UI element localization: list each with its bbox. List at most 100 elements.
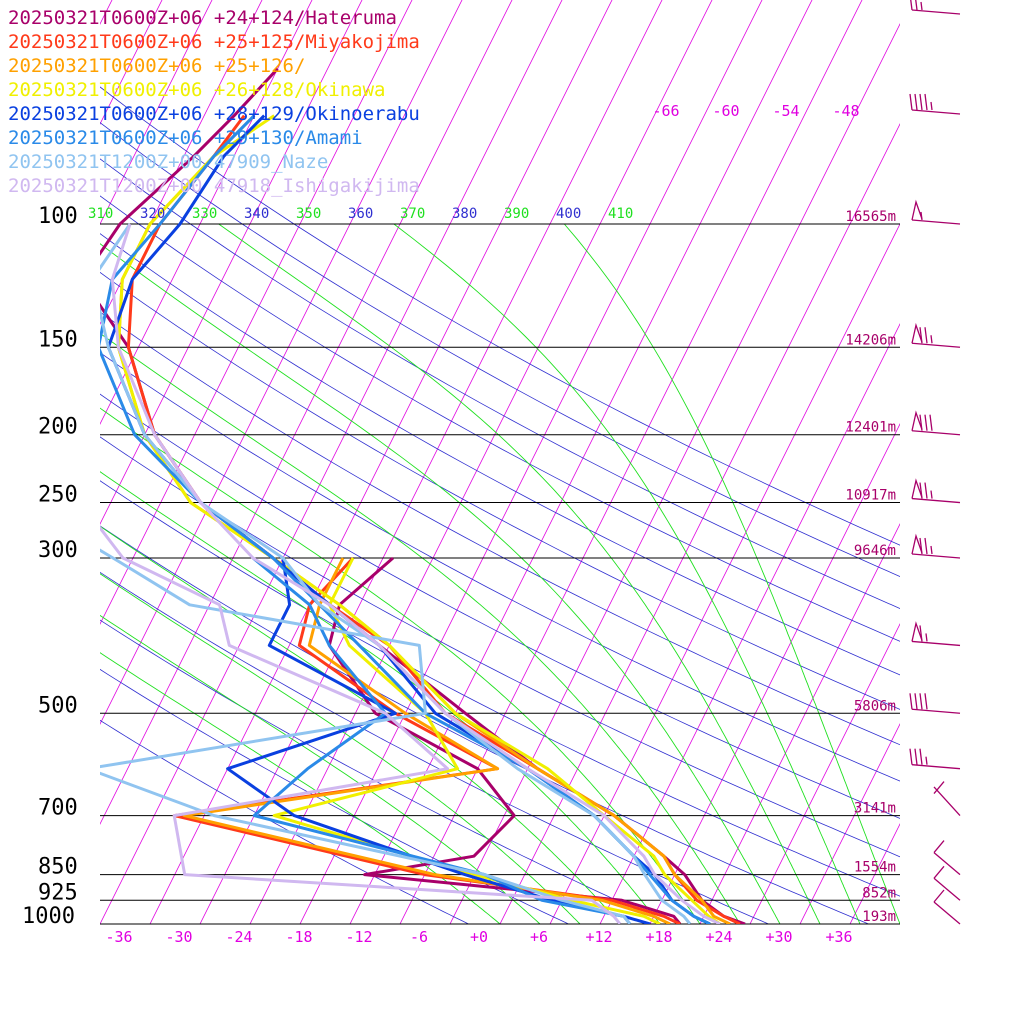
isotherm-line: [100, 0, 163, 125]
wind-barb: [911, 322, 961, 348]
barb-full-feather: [914, 693, 918, 710]
barb-full-feather: [924, 327, 928, 344]
barb-staff: [933, 901, 961, 925]
legend-entry: 20250321T1200Z+00 47918_Ishigakijima: [8, 175, 420, 197]
wind-barb: [910, 0, 961, 15]
height-label: 9646m: [854, 543, 896, 559]
theta-label: 410: [608, 206, 633, 222]
theta-label: 380: [452, 206, 477, 222]
barb-staff: [911, 764, 961, 770]
isotherm-line: [699, 523, 900, 924]
barb-staff: [911, 109, 961, 115]
barb-staff: [911, 9, 961, 15]
wind-barb: [933, 865, 961, 901]
dewpoint-profile-line: [182, 557, 671, 924]
dry-adiabat-line: [100, 480, 900, 897]
dry-adiabat-line: [100, 719, 469, 924]
dewpoint-profile-line: [327, 556, 682, 924]
barb-half-feather: [930, 490, 933, 499]
barb-full-feather: [919, 537, 923, 555]
dewpoint-profile-line: [100, 525, 622, 924]
barb-full-feather: [914, 93, 918, 111]
barb-staff: [933, 852, 961, 876]
barb-half-feather: [925, 633, 928, 642]
wind-barb: [911, 621, 961, 647]
legend-entry: 20250321T0600Z+06 +25+125/Miyakojima: [8, 31, 420, 53]
sounding-series: [100, 114, 711, 924]
temperature-profile-line: [100, 114, 711, 924]
barb-half-feather: [920, 211, 923, 221]
wind-barb: [911, 410, 961, 436]
height-label: 193m: [862, 909, 896, 925]
theta-label: 400: [556, 206, 581, 222]
barb-full-feather: [909, 748, 913, 765]
theta-label: 310: [88, 206, 113, 222]
legend-entry: 20250321T0600Z+06 +28+129/Okinoerabu: [8, 103, 420, 125]
barb-full-feather: [924, 93, 928, 111]
barb-full-feather: [919, 327, 923, 344]
theta-label: 320: [140, 206, 165, 222]
pressure-label: 150: [38, 327, 78, 352]
pressure-lines: [100, 223, 900, 925]
barb-half-feather: [925, 756, 928, 765]
height-label: 16565m: [845, 209, 896, 225]
wind-barb: [909, 93, 961, 115]
legend-entry: 20250321T0600Z+06 +29+130/Amami: [8, 127, 363, 149]
pressure-label: 300: [38, 538, 78, 563]
isotherm-line: [799, 723, 900, 924]
dry-adiabat-line: [100, 619, 669, 924]
barb-staff: [911, 219, 961, 225]
barb-pennant: [911, 621, 923, 642]
height-label: 852m: [862, 885, 896, 901]
pressure-label: 925: [38, 880, 78, 905]
theta-label: 390: [504, 206, 529, 222]
barb-full-feather: [924, 537, 928, 555]
pressure-label: 200: [38, 415, 78, 440]
legend-entry: 20250321T0600Z+06 +26+128/Okinawa: [8, 79, 386, 101]
barb-half-feather: [930, 101, 933, 111]
temperature-tick-label: +0: [470, 928, 488, 946]
temperature-profile-line: [116, 114, 721, 924]
theta-label: 340: [244, 206, 269, 222]
temperature-tick-label: -24: [225, 928, 252, 946]
height-label: 3141m: [854, 801, 896, 817]
barb-half-feather: [920, 1, 923, 11]
temperature-tick-label: -36: [105, 928, 132, 946]
wind-barb: [911, 478, 961, 504]
barb-full-feather: [919, 693, 923, 710]
legend: 20250321T0600Z+06 +24+124/Hateruma202503…: [8, 7, 420, 197]
theta-label: 370: [400, 206, 425, 222]
barb-full-feather: [915, 0, 918, 11]
barb-full-feather: [914, 748, 918, 765]
top-temperature-label: -48: [832, 102, 859, 120]
barb-staff: [911, 430, 961, 436]
barb-staff: [911, 553, 961, 559]
barb-full-feather: [919, 625, 923, 642]
temperature-tick-label: +6: [530, 928, 548, 946]
pressure-label: 700: [38, 796, 78, 821]
wind-barb: [911, 199, 961, 225]
top-temperature-label: -54: [772, 102, 799, 120]
wind-barb: [933, 840, 961, 876]
legend-entry: 20250321T0600Z+06 +25+126/: [8, 55, 305, 77]
wind-barb: [933, 889, 961, 925]
temperature-tick-label: +24: [705, 928, 732, 946]
barb-full-feather: [919, 414, 923, 431]
barb-full-feather: [910, 0, 913, 11]
barb-full-feather: [924, 482, 928, 499]
wind-barb: [911, 533, 961, 559]
barb-pennant: [911, 199, 923, 221]
barb-full-feather: [924, 414, 928, 431]
wind-barbs: [909, 0, 961, 925]
barb-full-feather: [909, 93, 913, 111]
barb-pennant: [911, 410, 923, 431]
isotherm-line: [100, 0, 213, 225]
barb-full-feather: [924, 693, 928, 710]
height-label: 10917m: [845, 488, 896, 504]
isotherm-line: [100, 0, 313, 425]
barb-half-feather: [930, 545, 933, 555]
temperature-tick-label: -6: [410, 928, 428, 946]
temperature-tick-label: -12: [345, 928, 372, 946]
barb-pennant: [911, 533, 923, 555]
